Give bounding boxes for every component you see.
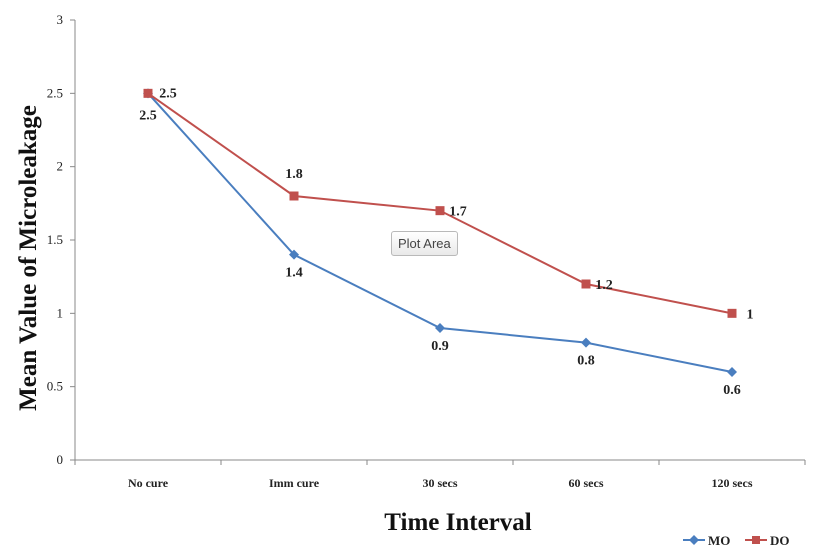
do-data-label: 2.5 [159,86,177,101]
y-tick-label: 0 [57,452,64,467]
plot-area-tooltip: Plot Area [391,231,458,256]
x-tick-label: No cure [128,476,169,490]
do-data-label: 1.7 [449,205,467,220]
data-labels-layer: 2.5 1.4 0.9 0.8 0.6 2.5 1.8 1.7 1.2 1 [139,86,753,398]
mo-legend-label: MO [708,533,730,548]
do-data-label: 1 [747,307,754,322]
mo-legend-marker [689,535,699,545]
y-tick-label: 2 [57,159,64,174]
do-data-label: 1.8 [285,167,303,182]
mo-data-label: 2.5 [139,108,157,123]
y-tick-label: 3 [57,12,64,27]
mo-point [581,337,591,348]
do-point [435,206,445,216]
chart-legend: MO DO [683,533,790,548]
do-legend-marker [752,536,760,544]
do-point [727,308,737,318]
do-point [143,88,153,98]
x-tick-label: Imm cure [269,476,320,490]
y-axis-title: Mean Value of Microleakage [15,105,42,411]
y-axis-ticks: 0 0.5 1 1.5 2 2.5 3 [47,12,75,467]
do-data-label: 1.2 [595,278,613,293]
y-tick-label: 0.5 [47,379,63,394]
mo-data-label: 0.9 [431,339,449,354]
mo-data-label: 0.8 [577,354,595,369]
x-axis-ticks: No cure Imm cure 30 secs 60 secs 120 secs [74,460,806,490]
y-tick-label: 1.5 [47,232,63,247]
mo-data-label: 1.4 [285,266,303,281]
x-tick-label: 120 secs [712,476,753,490]
mo-point [289,249,299,260]
do-point [581,279,591,289]
x-axis-title: Time Interval [384,509,531,536]
mo-point [435,323,445,333]
series-layer [143,88,737,377]
y-tick-label: 2.5 [47,85,63,100]
mo-data-label: 0.6 [723,383,741,398]
do-series-line [147,92,733,315]
do-point [289,191,299,201]
y-tick-label: 1 [57,305,64,320]
x-tick-label: 60 secs [569,476,604,490]
do-legend-label: DO [770,533,790,548]
x-tick-label: 30 secs [423,476,458,490]
mo-point [727,367,737,377]
